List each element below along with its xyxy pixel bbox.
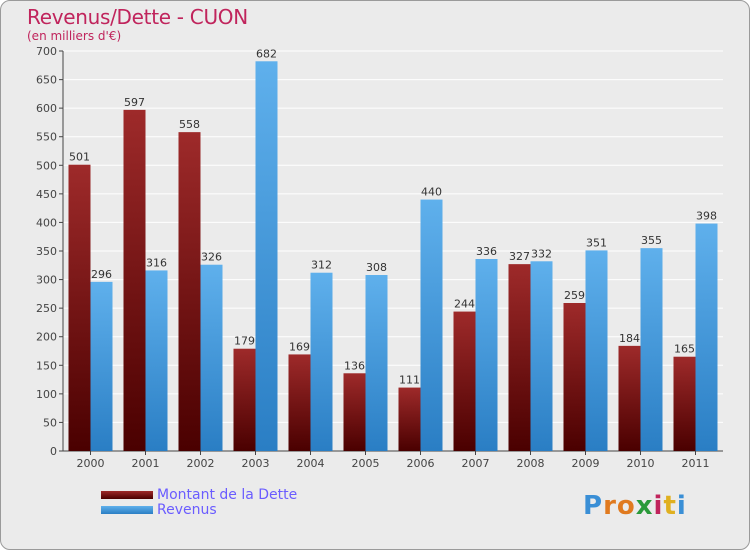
legend-swatch-revenus <box>101 505 153 514</box>
bar-revenus <box>310 272 333 451</box>
bar-dette <box>508 264 531 451</box>
bar-dette <box>563 303 586 451</box>
x-tick-label: 2002 <box>187 457 215 470</box>
x-tick-label: 2010 <box>627 457 655 470</box>
data-label-revenus: 351 <box>586 236 607 249</box>
y-tick-label: 700 <box>36 45 57 58</box>
data-label-revenus: 308 <box>366 261 387 274</box>
data-label-revenus: 296 <box>91 268 112 281</box>
logo-letter: P <box>583 491 604 521</box>
x-tick-label: 2005 <box>352 457 380 470</box>
data-label-revenus: 332 <box>531 247 552 260</box>
logo-letter: t <box>663 491 677 521</box>
bar-dette <box>178 132 201 451</box>
data-label-dette: 259 <box>564 289 585 302</box>
bar-dette <box>618 345 641 451</box>
data-label-revenus: 440 <box>421 186 442 199</box>
y-tick-label: 50 <box>43 416 57 429</box>
data-label-dette: 244 <box>454 298 475 311</box>
bar-revenus <box>145 270 168 451</box>
y-tick-label: 300 <box>36 274 57 287</box>
y-tick-label: 500 <box>36 159 57 172</box>
y-tick-label: 200 <box>36 331 57 344</box>
data-label-dette: 558 <box>179 118 200 131</box>
x-tick-label: 2008 <box>517 457 545 470</box>
bar-revenus <box>530 261 553 451</box>
x-tick-label: 2000 <box>77 457 105 470</box>
bar-revenus <box>90 281 113 451</box>
y-tick-label: 650 <box>36 74 57 87</box>
data-label-revenus: 326 <box>201 251 222 264</box>
bar-revenus <box>365 275 388 451</box>
y-tick-label: 100 <box>36 388 57 401</box>
y-tick-label: 400 <box>36 216 57 229</box>
logo-letter: i <box>676 491 687 521</box>
bar-revenus <box>420 199 443 451</box>
x-tick-label: 2009 <box>572 457 600 470</box>
logo-letter: x <box>635 491 654 521</box>
chart-title: Revenus/Dette - CUON <box>27 5 248 29</box>
y-tick-label: 150 <box>36 359 57 372</box>
data-label-revenus: 355 <box>641 234 662 247</box>
chart-subtitle: (en milliers d'€) <box>27 29 122 43</box>
data-label-dette: 111 <box>399 374 420 387</box>
logo-letter: o <box>616 491 636 521</box>
y-tick-label: 250 <box>36 302 57 315</box>
bar-dette <box>398 387 421 451</box>
legend-label-revenus: Revenus <box>157 501 217 518</box>
y-tick-label: 350 <box>36 245 57 258</box>
data-label-revenus: 682 <box>256 47 277 60</box>
data-label-revenus: 316 <box>146 256 167 269</box>
x-tick-label: 2003 <box>242 457 270 470</box>
legend-label-dette: Montant de la Dette <box>157 486 298 503</box>
data-label-revenus: 398 <box>696 210 717 223</box>
x-tick-label: 2006 <box>407 457 435 470</box>
data-label-dette: 327 <box>509 250 530 263</box>
data-label-dette: 184 <box>619 332 640 345</box>
legend-item-revenus: Revenus <box>101 501 297 518</box>
bar-dette <box>68 164 91 451</box>
legend: Montant de la Dette Revenus <box>101 486 298 518</box>
data-label-dette: 179 <box>234 335 255 348</box>
x-tick-label: 2011 <box>682 457 710 470</box>
data-label-dette: 136 <box>344 359 365 372</box>
bar-revenus <box>640 248 663 451</box>
data-label-revenus: 312 <box>311 259 332 272</box>
y-tick-label: 450 <box>36 188 57 201</box>
bar-dette <box>288 354 311 451</box>
bar-revenus <box>695 223 718 451</box>
y-tick-label: 0 <box>50 445 57 458</box>
data-label-dette: 169 <box>289 340 310 353</box>
bar-revenus <box>475 259 498 451</box>
data-label-dette: 597 <box>124 96 145 109</box>
bar-dette <box>453 311 476 451</box>
data-label-dette: 501 <box>69 151 90 164</box>
proxiti-logo: Proxiti <box>583 491 687 521</box>
bar-dette <box>123 109 146 451</box>
x-tick-label: 2004 <box>297 457 325 470</box>
y-tick-label: 550 <box>36 131 57 144</box>
x-tick-label: 2007 <box>462 457 490 470</box>
logo-letter: i <box>653 491 664 521</box>
bar-revenus <box>585 250 608 451</box>
legend-swatch-dette <box>101 490 153 499</box>
data-label-dette: 165 <box>674 343 695 356</box>
bar-revenus <box>200 264 223 451</box>
logo-letter: r <box>603 491 617 521</box>
bar-revenus <box>255 61 278 452</box>
y-tick-label: 600 <box>36 102 57 115</box>
x-tick-label: 2001 <box>132 457 160 470</box>
bar-dette <box>673 356 696 451</box>
data-label-revenus: 336 <box>476 245 497 258</box>
legend-item-dette: Montant de la Dette <box>101 486 298 503</box>
bar-dette <box>343 373 366 451</box>
bar-dette <box>233 348 256 451</box>
